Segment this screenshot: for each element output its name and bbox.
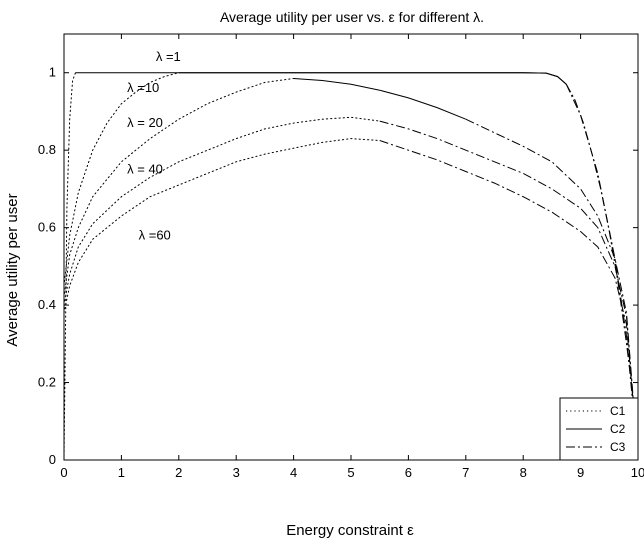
legend: C1 C2 C3: [559, 397, 639, 461]
chart-title: Average utility per user vs. ε for diffe…: [220, 9, 484, 25]
series-lambda-60-dotted-line: [63, 138, 381, 314]
series-lambda-20-dashdot-line: [465, 118, 639, 461]
series-lambda-40-dotted-line: [63, 116, 381, 306]
x-tick-label: 1: [118, 465, 125, 480]
x-tick-label: 5: [347, 465, 354, 480]
series-lambda-40-dashdot-line: [379, 120, 639, 461]
x-tick-label: 8: [520, 465, 527, 480]
plot-frame: [63, 33, 639, 461]
lambda-annotation: λ =60: [139, 227, 171, 242]
lambda-annotation: λ =1: [156, 49, 181, 64]
legend-label-c2: C2: [610, 422, 626, 436]
series-lambda-10-dashdot-line: [565, 84, 639, 461]
y-tick-label: 1: [49, 65, 56, 80]
y-axis-title: Average utility per user: [4, 193, 21, 346]
y-tick-label: 0.2: [38, 375, 56, 390]
series-layer: [63, 72, 639, 461]
series-lambda-1-dotted-line: [63, 72, 76, 461]
lambda-annotation: λ = 20: [127, 115, 163, 130]
series-lambda-20-solid-line: [293, 78, 466, 120]
x-tick-label: 3: [233, 465, 240, 480]
series-lambda-60-dashdot-line: [379, 140, 639, 461]
y-tick-label: 0.6: [38, 220, 56, 235]
y-tick-label: 0.4: [38, 297, 56, 312]
x-tick-label: 10: [631, 465, 644, 480]
x-tick-label: 7: [462, 465, 469, 480]
x-tick-label: 6: [405, 465, 412, 480]
x-tick-label: 9: [577, 465, 584, 480]
legend-label-c3: C3: [610, 440, 626, 454]
lambda-annotation: λ =10: [127, 80, 159, 95]
y-tick-label: 0: [49, 452, 56, 467]
y-tick-label: 0.8: [38, 142, 56, 157]
series-lambda-20-dotted-line: [63, 78, 295, 298]
series-lambda-10-solid-line: [178, 72, 567, 85]
lambda-annotation: λ = 40: [127, 162, 163, 177]
x-tick-label: 4: [290, 465, 297, 480]
annotation-layer: λ =1 λ =10 λ = 20 λ = 40 λ =60: [127, 49, 181, 242]
x-tick-label: 0: [60, 465, 67, 480]
legend-label-c1: C1: [610, 404, 626, 418]
x-tick-label: 2: [175, 465, 182, 480]
series-lambda-10-dotted-line: [63, 72, 180, 287]
x-axis-title: Energy constraint ε: [286, 522, 414, 539]
tick-layer: 0 1 2 3 4 5 6 7 8 9 10 0 0.2 0.4 0.6 0.8 1: [38, 34, 644, 480]
